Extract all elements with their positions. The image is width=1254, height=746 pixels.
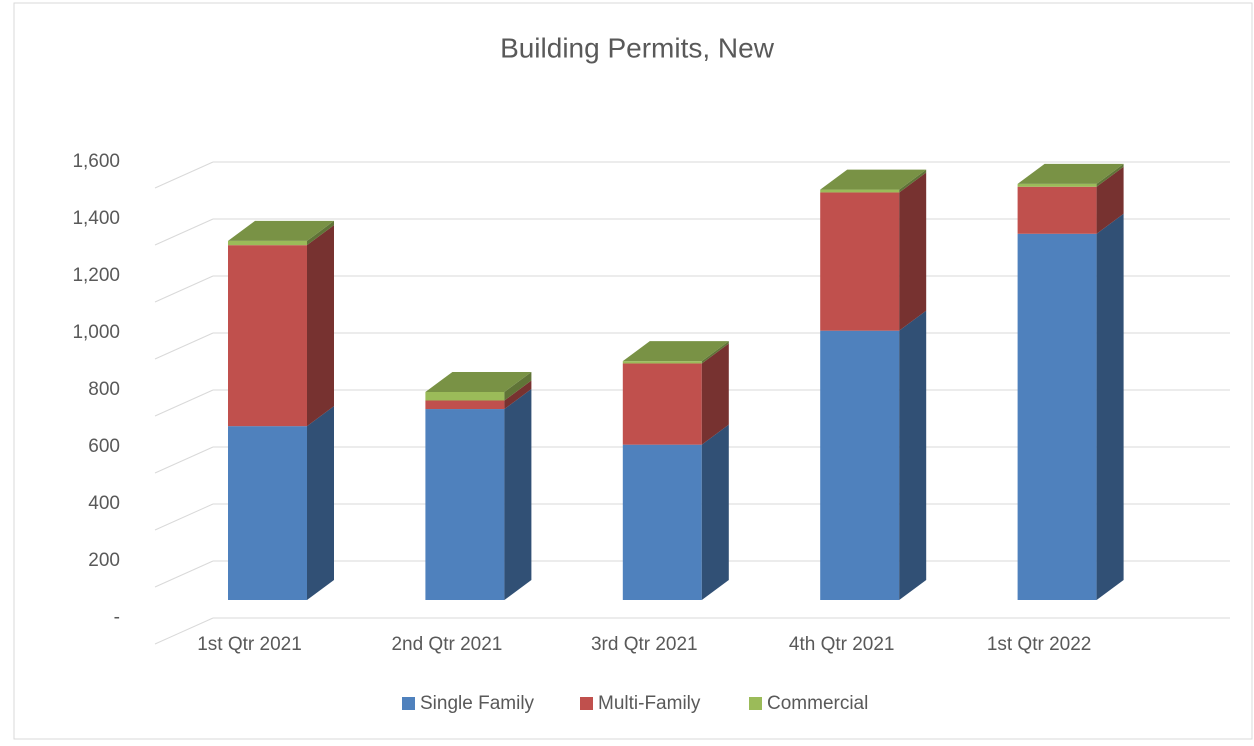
bar-side (307, 220, 334, 246)
bar-front (1017, 186, 1097, 234)
bar-side (1096, 213, 1124, 600)
x-tick-label: 1st Qtr 2022 (987, 634, 1092, 655)
bar-side (701, 343, 729, 445)
grid-line (154, 218, 214, 246)
bar-front (1017, 233, 1097, 600)
bar-front (228, 240, 307, 246)
y-tick-label: 600 (88, 436, 120, 457)
bar-side (504, 380, 532, 410)
bar-top (1017, 163, 1124, 184)
y-tick-label: 1,000 (72, 322, 120, 343)
bar-front (820, 189, 900, 193)
grid-line (154, 161, 214, 189)
grid-line (154, 332, 214, 360)
bar-front (228, 426, 307, 600)
bar-front (820, 192, 900, 331)
grid-line (154, 389, 214, 417)
bar-side (307, 406, 334, 600)
bar-side (307, 225, 334, 427)
grid-line (154, 503, 214, 531)
bar-side (504, 389, 532, 600)
chart-title: Building Permits, New (500, 32, 775, 63)
bar-front (622, 363, 702, 445)
x-tick-label: 2nd Qtr 2021 (391, 634, 502, 655)
legend-label: Multi-Family (598, 693, 701, 714)
y-tick-label: 1,600 (72, 151, 120, 172)
bar-front (622, 361, 702, 364)
bar-front (1017, 183, 1097, 187)
grid-line (154, 617, 214, 645)
y-tick-label: 400 (88, 493, 120, 514)
bar-side (1096, 166, 1124, 234)
grid-line (154, 560, 214, 588)
y-tick-label: 800 (88, 379, 120, 400)
bar-side (701, 424, 729, 600)
legend-label: Single Family (420, 693, 535, 714)
bar-side (899, 172, 927, 331)
x-tick-label: 4th Qtr 2021 (789, 634, 895, 655)
y-tick-label: 1,200 (72, 265, 120, 286)
bar-top (820, 169, 927, 190)
bar-top (425, 371, 532, 392)
grid-line (154, 275, 214, 303)
x-tick-label: 1st Qtr 2021 (197, 634, 302, 655)
bar-top (228, 220, 334, 241)
legend-swatch (402, 697, 415, 710)
bar-side (899, 310, 927, 600)
legend-label: Commercial (767, 693, 868, 714)
y-tick-label: - (114, 607, 120, 628)
y-tick-label: 200 (88, 550, 120, 571)
bar-top (622, 341, 729, 362)
bar-side (504, 371, 532, 401)
bar-side (701, 341, 729, 364)
bar-front (228, 245, 307, 427)
bar-side (899, 169, 927, 193)
bar-front (622, 444, 702, 600)
legend-swatch (749, 697, 762, 710)
grid-line (154, 446, 214, 474)
bar-side (1096, 163, 1124, 187)
y-tick-label: 1,400 (72, 208, 120, 229)
bar-front (425, 391, 505, 401)
bar-front (425, 400, 505, 410)
bar-front (425, 409, 505, 600)
bar-front (820, 330, 900, 600)
x-tick-label: 3rd Qtr 2021 (591, 634, 698, 655)
legend-swatch (580, 697, 593, 710)
